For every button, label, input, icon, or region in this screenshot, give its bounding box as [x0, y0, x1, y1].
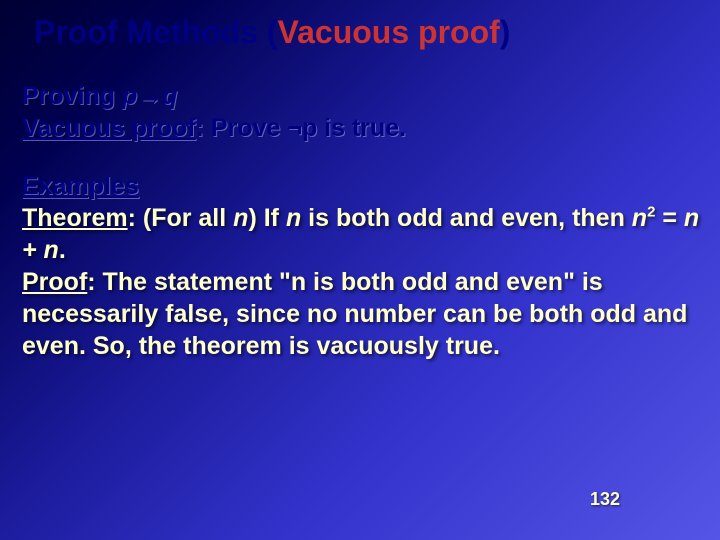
title-paren-close: ) [500, 14, 511, 50]
theorem-t1: : (For all [128, 204, 234, 232]
proof-label: Proof [22, 268, 87, 296]
block-proving: Proving p→q Vacuous proof: Prove ¬p is t… [22, 80, 692, 144]
theorem-line: Theorem: (For all n) If n is both odd an… [22, 202, 707, 266]
title-accent: Vacuous proof [278, 14, 500, 50]
theorem-label: Theorem [22, 204, 128, 232]
theorem-t4: = [655, 204, 684, 232]
proof-text: : The statement "n is both odd and even"… [22, 268, 687, 360]
theorem-n2: n [286, 204, 301, 232]
theorem-t3: is both odd and even, then [301, 204, 632, 232]
proof-line: Proof: The statement "n is both odd and … [22, 266, 707, 362]
vacuous-rest: : Prove ¬p is true. [196, 114, 407, 142]
slide-title: Proof Methods (Vacuous proof) [34, 14, 510, 51]
theorem-n3: n [632, 204, 647, 232]
block-examples: Examples Theorem: (For all n) If n is bo… [22, 170, 707, 362]
page-number: 132 [590, 489, 620, 510]
proving-text: Proving [22, 82, 122, 110]
line-proving: Proving p→q [22, 80, 692, 112]
proving-formula: p→q [122, 82, 178, 110]
line-vacuous: Vacuous proof: Prove ¬p is true. [22, 112, 692, 144]
examples-heading: Examples [22, 170, 707, 202]
vacuous-label: Vacuous proof [22, 114, 196, 142]
title-paren-open: ( [267, 14, 278, 50]
theorem-n1: n [233, 204, 248, 232]
theorem-t2: ) If [248, 204, 286, 232]
title-prefix: Proof Methods [34, 14, 267, 50]
theorem-t5: . [59, 236, 66, 264]
